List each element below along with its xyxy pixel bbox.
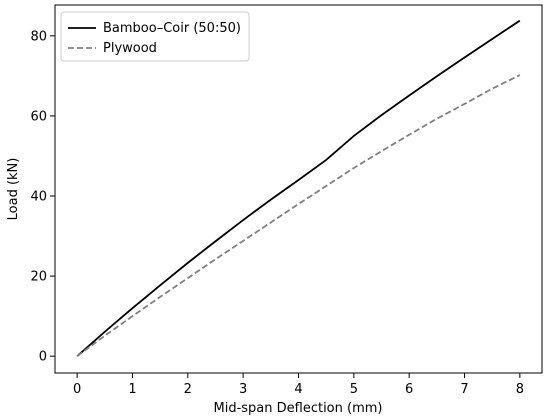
x-tick-label: 0 [73,382,81,397]
legend-label-bamboo-coir: Bamboo–Coir (50:50) [103,21,241,36]
y-axis-ticks: 0 20 40 60 80 [30,29,55,365]
x-tick-label: 1 [128,382,136,397]
x-tick-label: 4 [294,382,302,397]
x-tick-label: 2 [184,382,192,397]
series-layer [76,19,521,357]
x-tick-label: 8 [516,382,524,397]
y-tick-label: 80 [30,29,47,44]
y-tick-label: 60 [30,109,47,124]
series-line-bamboo-coir [76,19,521,357]
series-line-plywood [76,74,521,357]
y-tick-label: 20 [30,270,47,285]
x-axis-label: Mid-span Deflection (mm) [214,401,383,416]
legend: Bamboo–Coir (50:50) Plywood [60,11,250,62]
x-axis-ticks: 0 1 2 3 4 5 6 7 8 [73,373,524,397]
x-tick-label: 5 [350,382,358,397]
x-tick-label: 7 [460,382,468,397]
x-tick-label: 6 [405,382,413,397]
legend-box [60,11,250,62]
x-tick-label: 3 [239,382,247,397]
y-tick-label: 0 [39,350,47,365]
legend-label-plywood: Plywood [103,41,157,56]
y-axis-label: Load (kN) [6,158,21,221]
y-tick-label: 40 [30,190,47,205]
